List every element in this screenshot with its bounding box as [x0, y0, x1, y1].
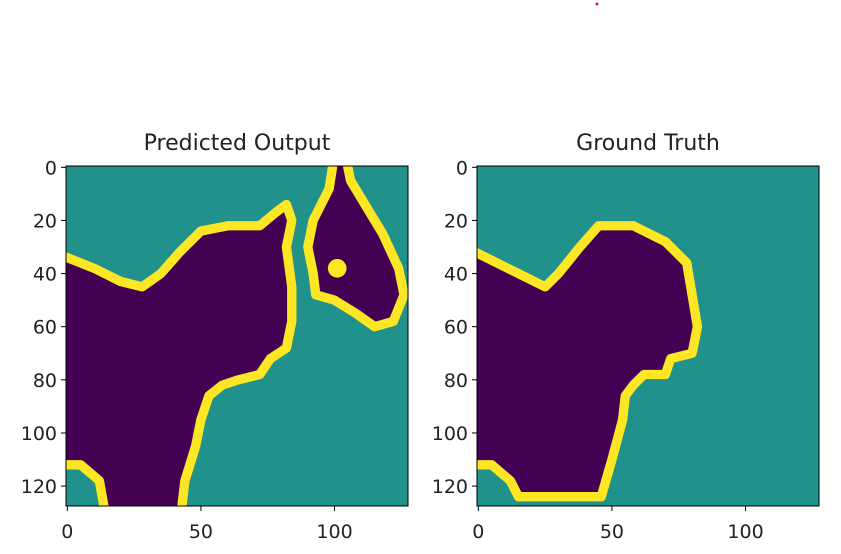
x-tick-label: 0	[472, 521, 484, 543]
y-tick-label: 0	[456, 157, 468, 179]
axes-frame	[476, 165, 820, 507]
y-tick-label: 100	[21, 423, 57, 445]
dot	[595, 2, 599, 6]
y-tick-label: 60	[444, 317, 468, 339]
subplot-title: Predicted Output	[144, 131, 331, 156]
y-tick-label: 80	[33, 370, 57, 392]
y-tick-label: 20	[444, 210, 468, 232]
y-tick-label: 80	[444, 370, 468, 392]
image	[477, 166, 819, 506]
axes-frame	[65, 165, 409, 507]
x-tick-label: 100	[727, 521, 763, 543]
x-tick-label: 50	[600, 521, 624, 543]
y-tick-label: 120	[21, 476, 57, 498]
y-tick-label: 100	[432, 423, 468, 445]
x-tick-label: 50	[189, 521, 213, 543]
y-tick-label: 40	[33, 264, 57, 286]
y-tick-label: 0	[45, 157, 57, 179]
x-tick-label: 0	[61, 521, 73, 543]
subplot-title: Ground Truth	[576, 131, 720, 156]
y-tick-label: 20	[33, 210, 57, 232]
y-tick-label: 60	[33, 317, 57, 339]
y-tick-label: 40	[444, 264, 468, 286]
image	[66, 166, 408, 506]
x-tick-label: 100	[316, 521, 352, 543]
y-tick-label: 120	[432, 476, 468, 498]
